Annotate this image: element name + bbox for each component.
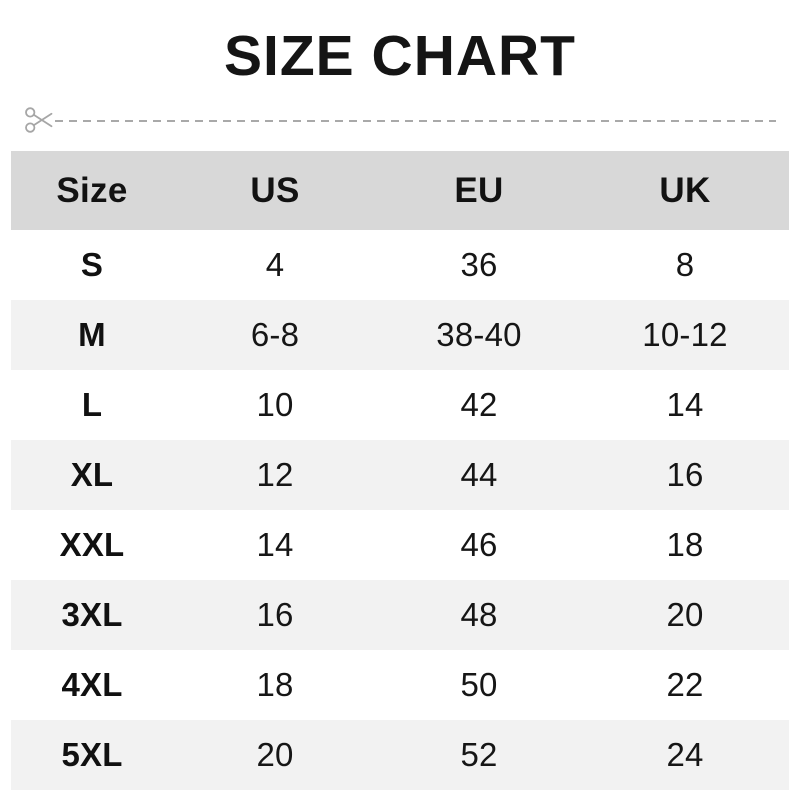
cell-uk: 16 (581, 440, 789, 510)
table-row: XXL 14 46 18 (11, 510, 789, 580)
cell-eu: 52 (377, 720, 581, 790)
table-row: XL 12 44 16 (11, 440, 789, 510)
cell-us: 10 (173, 370, 377, 440)
cell-uk: 22 (581, 650, 789, 720)
table-row: S 4 36 8 (11, 230, 789, 300)
table-row: 4XL 18 50 22 (11, 650, 789, 720)
table-row: 5XL 20 52 24 (11, 720, 789, 790)
cell-size: XL (11, 440, 173, 510)
cell-uk: 14 (581, 370, 789, 440)
cell-size: S (11, 230, 173, 300)
cell-uk: 20 (581, 580, 789, 650)
column-header-us: US (173, 151, 377, 230)
cell-size: 3XL (11, 580, 173, 650)
cell-eu: 36 (377, 230, 581, 300)
cell-us: 12 (173, 440, 377, 510)
cell-eu: 46 (377, 510, 581, 580)
cell-eu: 44 (377, 440, 581, 510)
cell-size: M (11, 300, 173, 370)
cell-eu: 50 (377, 650, 581, 720)
column-header-eu: EU (377, 151, 581, 230)
cell-uk: 8 (581, 230, 789, 300)
cell-us: 4 (173, 230, 377, 300)
cell-us: 16 (173, 580, 377, 650)
dashed-cut-line (55, 119, 776, 122)
cell-us: 20 (173, 720, 377, 790)
cell-eu: 48 (377, 580, 581, 650)
cell-eu: 42 (377, 370, 581, 440)
cell-size: 5XL (11, 720, 173, 790)
table-header-row: Size US EU UK (11, 151, 789, 230)
page-title: SIZE CHART (224, 24, 576, 88)
cell-size: L (11, 370, 173, 440)
cell-uk: 10-12 (581, 300, 789, 370)
size-chart-table: Size US EU UK S 4 36 8 M 6-8 38-40 10-12… (11, 151, 789, 790)
cell-uk: 18 (581, 510, 789, 580)
cut-here-line (24, 103, 776, 137)
cell-uk: 24 (581, 720, 789, 790)
column-header-size: Size (11, 151, 173, 230)
table-row: L 10 42 14 (11, 370, 789, 440)
table-row: M 6-8 38-40 10-12 (11, 300, 789, 370)
cell-size: XXL (11, 510, 173, 580)
column-header-uk: UK (581, 151, 789, 230)
scissors-icon (24, 104, 54, 136)
cell-us: 14 (173, 510, 377, 580)
cell-us: 18 (173, 650, 377, 720)
table-row: 3XL 16 48 20 (11, 580, 789, 650)
cell-eu: 38-40 (377, 300, 581, 370)
cell-size: 4XL (11, 650, 173, 720)
cell-us: 6-8 (173, 300, 377, 370)
